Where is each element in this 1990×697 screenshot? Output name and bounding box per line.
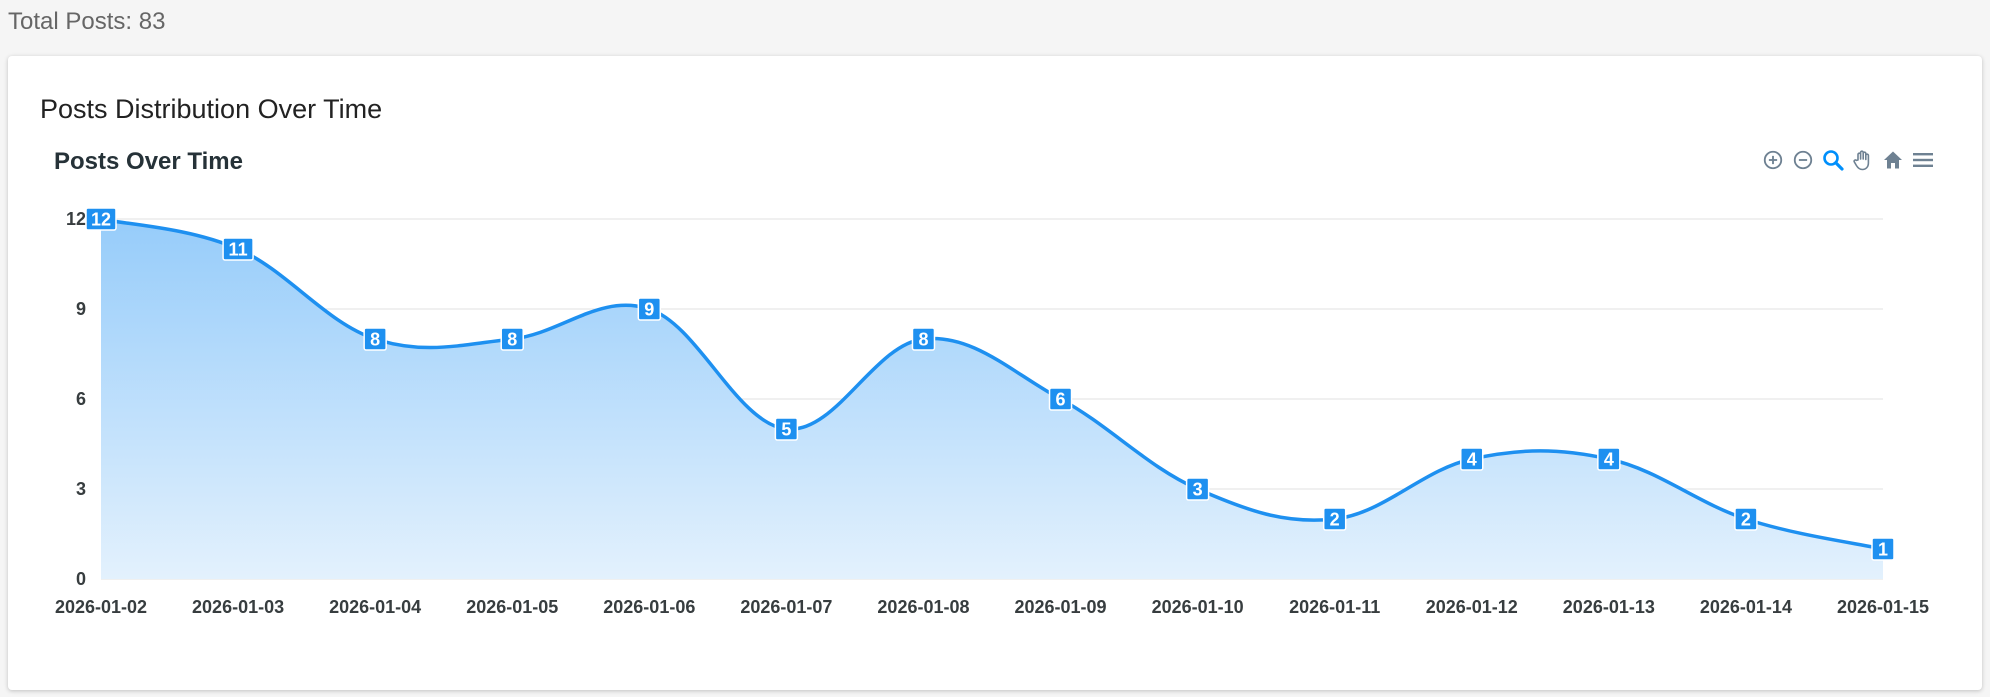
- data-label-text: 3: [1193, 480, 1203, 500]
- data-label: 12: [85, 207, 117, 231]
- data-label-text: 4: [1467, 450, 1477, 470]
- data-label-text: 1: [1878, 540, 1888, 560]
- x-tick-label: 2026-01-11: [1289, 597, 1380, 617]
- data-label-text: 12: [91, 210, 111, 230]
- data-label: 8: [363, 327, 387, 351]
- x-tick-label: 2026-01-14: [1700, 597, 1792, 617]
- data-label-text: 9: [644, 300, 654, 320]
- data-label-box: [1871, 537, 1895, 561]
- series-line: [100, 217, 1884, 551]
- data-labels: 12 11 8 8 9 5 8 6 3 2 4 4 2 1: [85, 207, 1895, 561]
- data-label-box: [222, 237, 254, 261]
- y-tick-label: 12: [66, 209, 86, 229]
- data-label: 8: [911, 327, 936, 351]
- data-label: 4: [1597, 447, 1621, 471]
- total-posts-summary: Total Posts: 83: [8, 8, 166, 35]
- selection-zoom-button[interactable]: [1820, 147, 1846, 173]
- x-tick-label: 2026-01-04: [329, 597, 421, 617]
- x-tick-label: 2026-01-05: [466, 597, 558, 617]
- x-tick-label: 2026-01-07: [740, 597, 832, 617]
- y-tick-label: 3: [76, 479, 86, 499]
- card-title: Posts Distribution Over Time: [40, 94, 383, 124]
- data-label-box: [911, 327, 936, 351]
- zoom-in-icon: [1763, 150, 1783, 170]
- pan-button[interactable]: [1850, 147, 1876, 173]
- x-tick-label: 2026-01-08: [877, 597, 969, 617]
- data-label-box: [363, 327, 387, 351]
- reset-zoom-button[interactable]: [1880, 147, 1906, 173]
- data-label: 2: [1322, 507, 1347, 531]
- data-label-text: 8: [918, 330, 928, 350]
- data-label-text: 11: [229, 240, 248, 260]
- pan-hand-icon: [1853, 150, 1870, 171]
- chart-menu-button[interactable]: [1910, 147, 1936, 173]
- data-label-text: 5: [781, 420, 791, 440]
- zoom-out-icon: [1793, 150, 1813, 170]
- data-label-box: [637, 297, 662, 321]
- data-label-box: [1734, 507, 1758, 531]
- data-label: 2: [1734, 507, 1758, 531]
- y-tick-label: 9: [76, 299, 86, 319]
- chart-title: Posts Over Time: [54, 148, 243, 175]
- reset-home-icon: [1884, 151, 1902, 169]
- data-label-box: [1460, 447, 1484, 471]
- data-label-text: 2: [1741, 510, 1751, 530]
- x-tick-label: 2026-01-10: [1152, 597, 1244, 617]
- data-label-text: 2: [1330, 510, 1340, 530]
- y-tick-label: 0: [76, 569, 86, 589]
- x-tick-label: 2026-01-03: [192, 597, 284, 617]
- data-label: 11: [222, 237, 254, 261]
- data-label-box: [85, 207, 117, 231]
- data-label-box: [500, 327, 524, 351]
- data-label-box: [774, 417, 799, 441]
- data-label-box: [1597, 447, 1621, 471]
- data-label-box: [1185, 477, 1210, 501]
- data-label-text: 4: [1604, 450, 1614, 470]
- data-label: 6: [1048, 387, 1073, 411]
- x-tick-label: 2026-01-06: [603, 597, 695, 617]
- x-tick-label: 2026-01-15: [1837, 597, 1929, 617]
- chart-toolbar: [1760, 147, 1936, 173]
- x-tick-label: 2026-01-12: [1426, 597, 1518, 617]
- zoom-in-button[interactable]: [1760, 147, 1786, 173]
- data-label: 1: [1871, 537, 1895, 561]
- selection-zoom-icon: [1823, 150, 1844, 171]
- data-label: 4: [1460, 447, 1484, 471]
- data-label-box: [1048, 387, 1073, 411]
- y-tick-label: 6: [76, 389, 86, 409]
- zoom-out-button[interactable]: [1790, 147, 1816, 173]
- x-tick-label: 2026-01-09: [1014, 597, 1106, 617]
- data-label: 8: [500, 327, 524, 351]
- series-area: [101, 219, 1883, 579]
- x-axis-ticks: 2026-01-02 2026-01-03 2026-01-04 2026-01-05…: [55, 597, 1929, 617]
- data-label-box: [1322, 507, 1347, 531]
- y-axis-ticks: 0 3 6 9 12: [66, 209, 86, 589]
- data-label-text: 6: [1056, 390, 1066, 410]
- data-label-text: 8: [370, 330, 380, 350]
- x-tick-label: 2026-01-13: [1563, 597, 1655, 617]
- data-label: 9: [637, 297, 662, 321]
- menu-icon: [1913, 153, 1933, 167]
- data-label: 3: [1185, 477, 1210, 501]
- x-tick-label: 2026-01-02: [55, 597, 147, 617]
- data-label-text: 8: [507, 330, 517, 350]
- data-label: 5: [774, 417, 799, 441]
